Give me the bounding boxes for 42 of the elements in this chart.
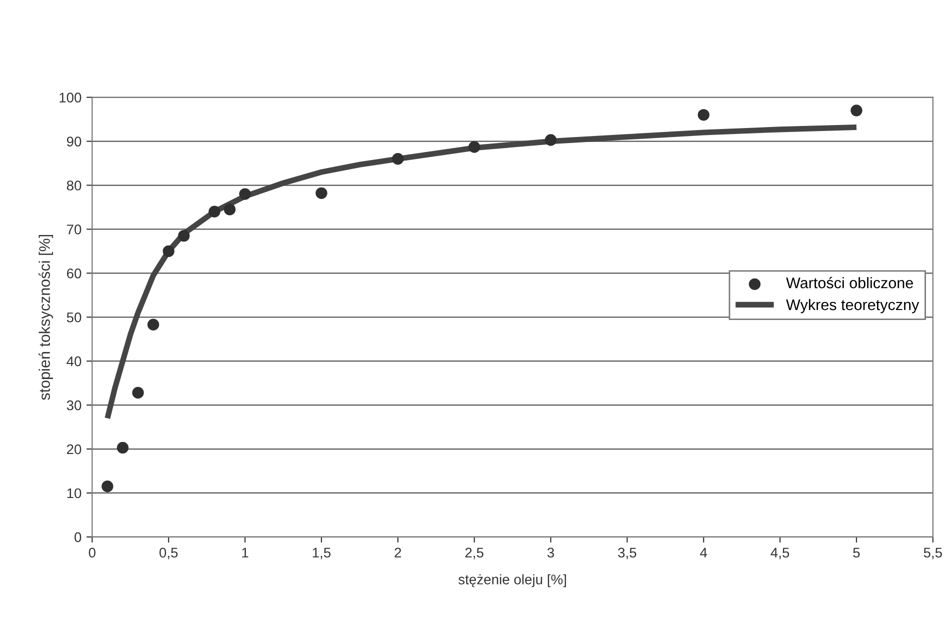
point [224, 204, 236, 216]
y-tick-label: 70 [67, 224, 82, 234]
point [316, 187, 328, 200]
point [544, 134, 557, 146]
x-tick-label: 2 [394, 548, 402, 558]
point [162, 245, 174, 258]
y-tick-label: 40 [66, 356, 82, 366]
x-tick-label: 5 [853, 548, 860, 558]
x-tick-label: 3,5 [618, 548, 636, 560]
y-tick-label: 60 [66, 268, 82, 278]
point [147, 318, 160, 330]
x-tick-label: 5,5 [924, 548, 942, 560]
x-tick-label: 1,5 [312, 548, 331, 560]
point [178, 230, 190, 242]
point [208, 206, 220, 218]
point [116, 442, 129, 454]
y-tick-label: 10 [67, 488, 82, 498]
legend-label: Wykres teoretyczny [786, 298, 920, 314]
y-tick-label: 100 [60, 92, 82, 103]
x-tick-label: 0,5 [159, 548, 178, 560]
point [850, 104, 862, 116]
point [102, 480, 114, 492]
x-tick-label: 2,5 [465, 548, 484, 560]
y-axis-title: stopień toksyczności [%] [38, 235, 54, 400]
point [132, 386, 144, 399]
y-tick-label: 30 [66, 400, 82, 410]
legend-label: Wartości obliczone [786, 276, 913, 288]
x-axis-title: stężenie oleju [%] [458, 574, 566, 588]
y-tick-label: 50 [66, 312, 82, 322]
x-tick-label: 4,5 [770, 548, 790, 560]
x-tick-label: 4 [700, 548, 708, 558]
point [468, 141, 480, 153]
y-tick-label: 90 [66, 136, 82, 146]
point [392, 153, 404, 165]
y-tick-label: 0 [74, 532, 82, 542]
x-tick-label: 0 [88, 548, 96, 558]
point [698, 109, 710, 121]
x-tick-label: 1 [242, 548, 248, 558]
y-tick-label: 20 [66, 444, 82, 454]
x-tick-label: 3 [547, 548, 554, 558]
y-tick-label: 80 [66, 180, 82, 190]
point [239, 188, 251, 200]
